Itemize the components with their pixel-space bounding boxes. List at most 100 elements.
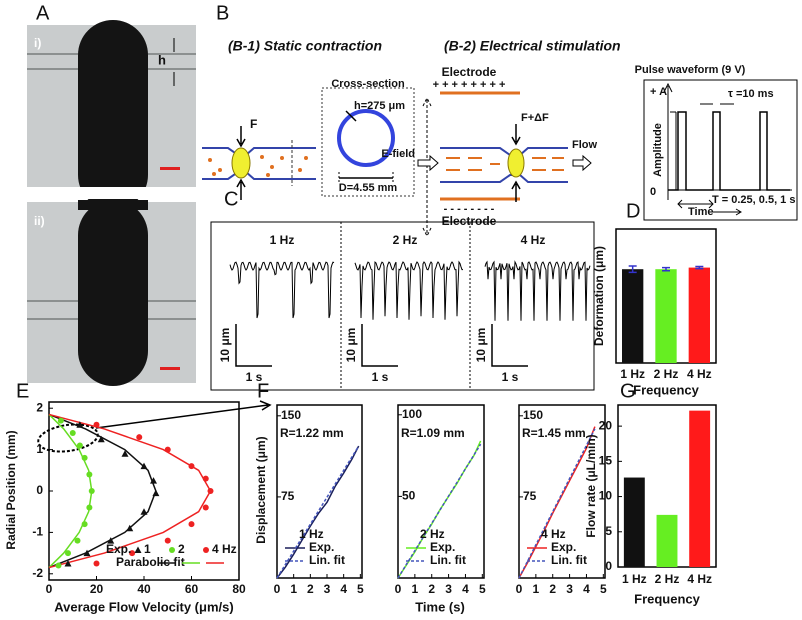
panel-label: E: [16, 380, 29, 402]
point: [152, 489, 160, 497]
x-tick-label: 60: [185, 582, 199, 596]
label: Amplitude: [652, 123, 664, 177]
label: + A: [650, 86, 667, 98]
trace-label: 1 Hz: [270, 233, 295, 247]
bar: [656, 514, 678, 567]
annotation: R=1.45 mm: [522, 426, 586, 440]
y-tick-label: 20: [599, 418, 613, 432]
y-axis-label: Displacement (μm): [254, 436, 268, 543]
x-tick-label: 0: [274, 582, 281, 596]
y-tick-label: 5: [605, 524, 612, 538]
legend-label: Exp.: [309, 540, 334, 554]
annotation: h: [158, 52, 166, 67]
subtitle: (B-2) Electrical stimulation: [444, 38, 621, 54]
photo-i: [27, 20, 196, 210]
point: [74, 537, 81, 544]
point: [55, 562, 62, 569]
x-axis-label: Frequency: [634, 591, 701, 606]
y-tick-label: 75: [523, 489, 537, 503]
x-tick-label: 5: [479, 582, 486, 596]
point: [126, 524, 134, 532]
x-axis-label: Average Flow Velocity (μm/s): [54, 599, 233, 614]
scale-label: 1 s: [502, 370, 519, 384]
x-tick-label: 40: [137, 582, 151, 596]
x-tick-label: 0: [46, 582, 53, 596]
bar: [689, 410, 711, 567]
trace: [229, 261, 335, 319]
tube-static: [202, 87, 415, 200]
panel-label: B: [216, 2, 229, 24]
y-tick-label: 2: [36, 400, 43, 414]
legend-label: Lin. fit: [309, 553, 345, 567]
x-tick-label: 2 Hz: [654, 367, 679, 381]
y-tick-label: 150: [281, 408, 301, 422]
point: [121, 450, 129, 457]
legend-label: Exp.: [106, 542, 131, 556]
scale-label: 1 s: [372, 370, 389, 384]
y-tick-label: 10: [599, 489, 613, 503]
point: [57, 417, 64, 424]
x-tick-label: 2: [549, 582, 556, 596]
x-axis-label: Time (s): [415, 599, 465, 614]
legend-marker: [134, 546, 142, 553]
x-tick-label: 1 Hz: [620, 367, 645, 381]
scale-bar: [491, 324, 528, 367]
point: [140, 462, 148, 470]
y-axis-label: Deformation (μm): [592, 246, 606, 346]
label: Flow: [572, 139, 597, 151]
legend-marker: [203, 547, 209, 553]
x-tick-label: 3: [445, 582, 452, 596]
traces: [229, 260, 591, 321]
label: - - - - - - - -: [444, 203, 495, 215]
annotation: F: [250, 117, 257, 131]
label: T = 0.25, 0.5, 1 s: [712, 194, 795, 206]
bar: [688, 267, 710, 363]
line: [276, 445, 360, 579]
point: [188, 521, 195, 528]
x-tick-label: 4 Hz: [687, 572, 712, 586]
y-tick-label: 0: [605, 559, 612, 573]
scale-label: 1 s: [246, 370, 263, 384]
y-tick-label: 150: [523, 408, 543, 422]
pulse-diagram: [643, 79, 798, 221]
trace: [354, 260, 463, 320]
x-tick-label: 4: [583, 582, 590, 596]
point: [76, 421, 84, 428]
x-tick-label: 3: [566, 582, 573, 596]
y-tick-label: 75: [281, 489, 295, 503]
point: [202, 475, 209, 482]
label: 0: [650, 186, 656, 198]
subtitle: (B-1) Static contraction: [228, 38, 382, 54]
point: [140, 508, 148, 515]
trace-frame: [210, 221, 595, 391]
scale-bar: [235, 324, 272, 367]
plot-frame: [276, 404, 363, 579]
legend-label: 2: [178, 542, 185, 556]
legend-marker: [169, 547, 175, 553]
annotation: D=4.55 mm: [339, 182, 398, 194]
point: [81, 521, 88, 528]
scale-label: 10 μm: [474, 328, 488, 363]
photo-label: i): [34, 36, 41, 50]
point: [150, 477, 157, 484]
x-tick-label: 2 Hz: [655, 572, 680, 586]
y-axis-label: Radial Position (mm): [4, 430, 18, 549]
legend-label: 4 Hz: [212, 542, 237, 556]
label: + + + + + + + +: [433, 79, 506, 91]
line: [518, 428, 596, 579]
point: [164, 537, 171, 544]
y-tick-label: -1: [32, 525, 43, 539]
legend-label: Lin. fit: [430, 553, 466, 567]
panel-label: F: [257, 380, 269, 402]
point: [93, 421, 100, 428]
point: [136, 434, 143, 441]
trace-label: 4 Hz: [521, 233, 546, 247]
y-tick-label: -2: [32, 566, 43, 580]
point: [81, 454, 88, 461]
plot-frame: [397, 404, 485, 579]
error-bar: [695, 265, 704, 270]
scale-label: 10 μm: [218, 328, 232, 363]
point: [202, 504, 209, 511]
error-bar: [628, 265, 637, 274]
point: [76, 442, 83, 449]
